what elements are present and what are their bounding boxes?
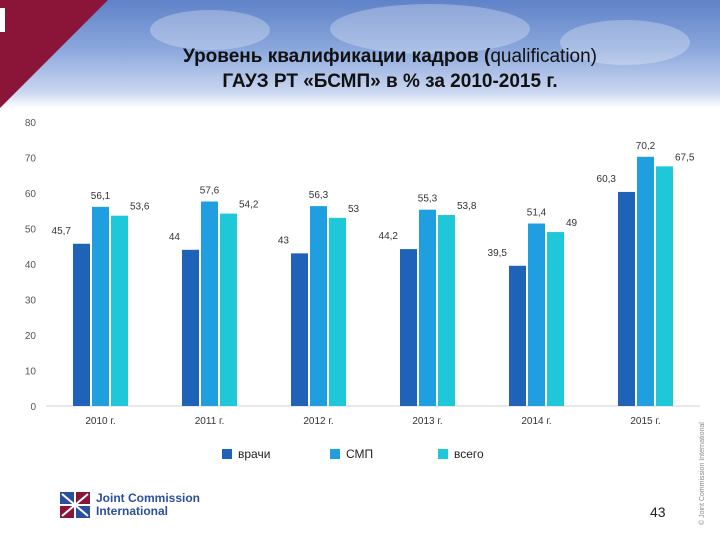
- data-label: 67,5: [675, 152, 695, 163]
- data-label: 60,3: [597, 174, 617, 185]
- legend-swatch: [330, 449, 340, 459]
- copyright-text: © Joint Commission International: [699, 422, 706, 525]
- y-tick-label: 80: [25, 118, 37, 129]
- data-label: 57,6: [200, 186, 220, 197]
- page-number: 43: [650, 504, 666, 520]
- bar-3: [111, 215, 128, 406]
- chart-legend: врачи СМП всего: [0, 447, 720, 465]
- y-tick-label: 10: [25, 367, 37, 378]
- y-tick-label: 40: [25, 260, 37, 271]
- y-tick-label: 70: [25, 154, 37, 165]
- bar-3: [329, 217, 346, 406]
- data-label: 44,2: [379, 231, 399, 242]
- bar-2: [419, 209, 436, 406]
- data-label: 53: [348, 204, 360, 215]
- map-decoration: [150, 10, 270, 50]
- data-label: 45,7: [52, 226, 72, 237]
- bar-2: [310, 206, 327, 406]
- map-decoration: [330, 4, 530, 54]
- slide-title: Уровень квалификации кадров (qualificati…: [100, 44, 680, 94]
- bar-1: [182, 249, 199, 406]
- bar-1: [509, 265, 526, 406]
- legend-label: всего: [454, 447, 484, 461]
- bar-2: [528, 223, 545, 406]
- data-label: 49: [566, 218, 578, 229]
- logo-line1: Joint Commission: [96, 491, 201, 505]
- x-tick-label: 2014 г.: [521, 416, 551, 427]
- jci-logo-icon: [60, 492, 90, 518]
- y-tick-label: 20: [25, 331, 37, 342]
- legend-swatch: [222, 449, 232, 459]
- x-tick-label: 2013 г.: [412, 416, 442, 427]
- data-label: 53,6: [130, 202, 150, 213]
- x-tick-label: 2015 г.: [630, 416, 660, 427]
- bar-3: [656, 166, 673, 406]
- y-tick-label: 30: [25, 296, 37, 307]
- brand-corner-mark: [0, 8, 5, 32]
- legend-item: всего: [438, 447, 484, 461]
- data-label: 56,3: [309, 190, 329, 201]
- data-label: 44: [169, 232, 181, 243]
- bar-1: [400, 249, 417, 406]
- data-label: 54,2: [239, 200, 259, 211]
- legend-label: СМП: [346, 447, 374, 461]
- map-decoration: [560, 20, 690, 65]
- x-tick-label: 2011 г.: [195, 416, 225, 427]
- header-banner: [0, 0, 720, 108]
- legend-item: СМП: [330, 447, 373, 461]
- logo-line2: International: [96, 504, 169, 518]
- x-tick-label: 2010 г.: [85, 416, 115, 427]
- y-tick-label: 0: [30, 402, 36, 413]
- y-tick-label: 60: [25, 189, 37, 200]
- bar-2: [201, 201, 218, 406]
- bar-chart: 0 10 20 30 40 50 60 70 80 2010 г. 45,7 56,1 53,6 2011…: [25, 118, 700, 427]
- data-label: 43: [278, 235, 290, 246]
- brand-corner: [0, 0, 108, 108]
- title-line1-light: qualification): [490, 46, 597, 67]
- title-line2: ГАУЗ РТ «БСМП» в % за 2010-2015 г.: [222, 71, 558, 92]
- bar-3: [220, 213, 237, 406]
- y-tick-label: 50: [25, 225, 37, 236]
- bar-3: [547, 232, 564, 406]
- x-tick-label: 2012 г.: [303, 416, 333, 427]
- bar-1: [73, 243, 90, 406]
- data-label: 55,3: [418, 194, 438, 205]
- bar-1: [618, 191, 635, 406]
- bar-1: [291, 253, 308, 406]
- legend-swatch: [438, 449, 448, 459]
- data-label: 70,2: [636, 141, 656, 152]
- legend-item: врачи: [222, 447, 270, 461]
- data-label: 56,1: [91, 191, 111, 202]
- jci-logo: Joint Commission International: [60, 492, 200, 518]
- data-label: 51,4: [527, 208, 547, 219]
- title-line1-bold: Уровень квалификации кадров (: [182, 46, 491, 67]
- legend-label: врачи: [238, 447, 271, 461]
- bar-2: [637, 156, 654, 406]
- data-label: 53,8: [457, 201, 477, 212]
- data-label: 39,5: [488, 248, 508, 259]
- bar-3: [438, 215, 455, 406]
- bar-2: [92, 206, 109, 406]
